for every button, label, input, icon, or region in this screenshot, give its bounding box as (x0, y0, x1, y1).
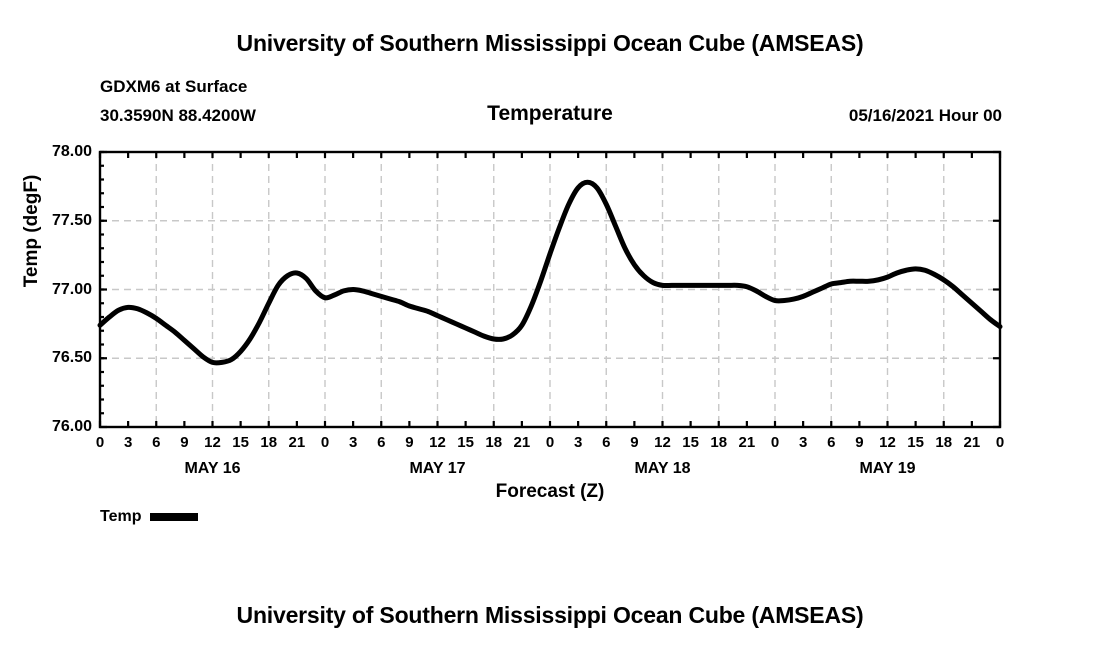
x-tick-label: 6 (602, 434, 611, 451)
x-tick-label: 3 (573, 434, 583, 451)
x-tick-label: 18 (935, 434, 953, 451)
station-label: GDXM6 at Surface (100, 77, 248, 96)
x-tick-label: 21 (963, 434, 981, 451)
x-tick-label: 12 (204, 434, 221, 451)
x-tick-label: 9 (855, 434, 864, 451)
page-title-bottom: University of Southern Mississippi Ocean… (236, 602, 864, 628)
y-tick-label: 78.00 (51, 143, 92, 160)
x-tick-label: 6 (377, 434, 386, 451)
x-tick-label: 9 (180, 434, 189, 451)
x-tick-label: 21 (513, 434, 531, 451)
x-tick-label: 9 (405, 434, 414, 451)
x-tick-label: 12 (429, 434, 446, 451)
x-tick-label: 3 (798, 434, 808, 451)
x-axis-label: Forecast (Z) (495, 481, 605, 502)
day-label: MAY 16 (184, 460, 241, 477)
legend: Temp (100, 508, 199, 526)
legend-swatch-temp (150, 513, 199, 521)
x-tick-label: 18 (260, 434, 278, 451)
x-tick-label: 12 (879, 434, 896, 451)
y-tick-label: 76.50 (51, 349, 92, 367)
x-tick-label: 12 (654, 434, 671, 451)
legend-label: Temp (100, 508, 142, 525)
variable-title: Temperature (487, 102, 613, 125)
x-tick-label: 3 (123, 434, 133, 451)
x-tick-label: 0 (545, 434, 555, 451)
x-tick-label: 15 (457, 434, 474, 451)
x-tick-label: 0 (995, 434, 1005, 451)
gridlines (100, 152, 1000, 427)
coordinates-label: 30.3590N 88.4200W (100, 106, 256, 125)
plot-frame (98, 150, 1002, 429)
page-title-top: University of Southern Mississippi Ocean… (236, 30, 864, 56)
model-run-label: 05/16/2021 Hour 00 (848, 106, 1002, 125)
temp-series-line (97, 179, 1003, 366)
x-tick-label: 6 (152, 434, 161, 451)
x-tick-label: 0 (770, 434, 780, 451)
x-tick-label: 6 (827, 434, 836, 451)
x-tick-label: 9 (630, 434, 639, 451)
y-tick-label: 77.50 (51, 211, 92, 229)
day-label: MAY 19 (859, 460, 916, 477)
x-tick-label: 3 (348, 434, 358, 451)
x-tick-label: 18 (485, 434, 503, 451)
y-tick-label: 77.00 (51, 280, 92, 298)
x-tick-label: 0 (320, 434, 330, 451)
x-tick-label: 15 (907, 434, 924, 451)
x-tick-label: 15 (232, 434, 249, 451)
y-tick-label: 76.00 (51, 418, 92, 435)
x-tick-label: 15 (682, 434, 699, 451)
x-tick-label: 18 (710, 434, 728, 451)
x-tick-label: 21 (738, 434, 756, 451)
day-label: MAY 18 (634, 460, 691, 477)
x-tick-label: 21 (288, 434, 306, 451)
x-tick-label: 0 (95, 434, 105, 451)
day-label: MAY 17 (409, 460, 466, 477)
